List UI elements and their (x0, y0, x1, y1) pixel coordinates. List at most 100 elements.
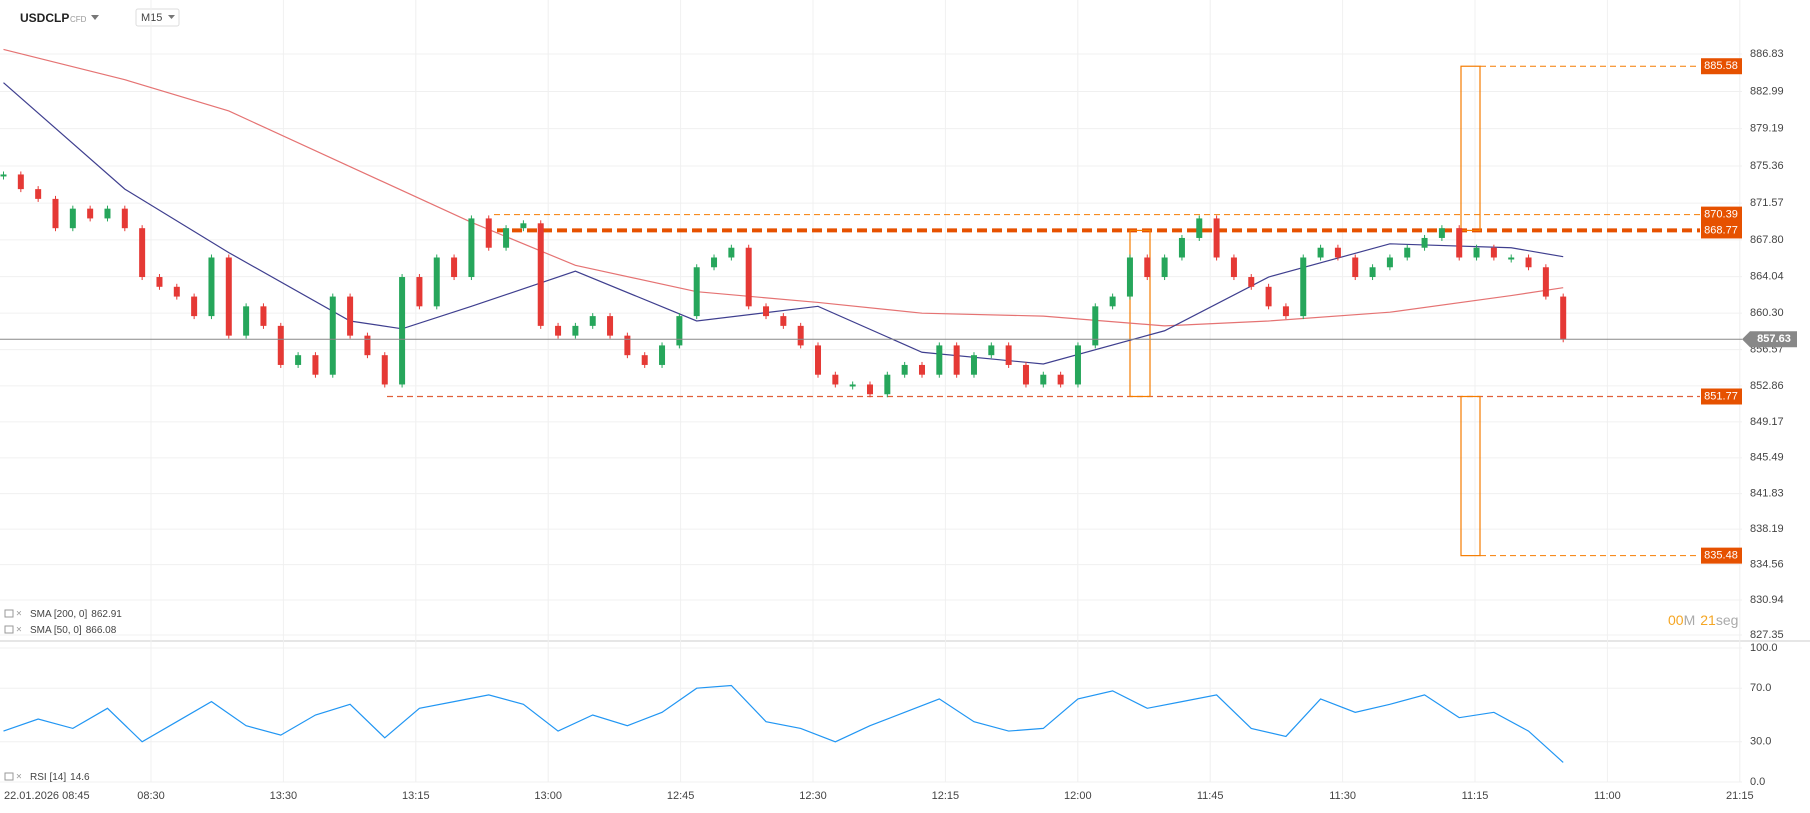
candle (1126, 257, 1133, 297)
candle (1473, 247, 1480, 258)
y-tick-label: 864.04 (1750, 271, 1784, 283)
level-label: 870.39 (1704, 209, 1738, 221)
legend-value: 14.6 (70, 772, 90, 783)
level-label-bg (1701, 547, 1742, 564)
candle (312, 355, 319, 375)
countdown-s_unit: seg (1716, 612, 1739, 628)
candle (1092, 306, 1099, 346)
candle (1421, 237, 1428, 248)
candle (1386, 257, 1393, 268)
x-label: 12:45 (667, 790, 695, 802)
last-price-label-bg (1742, 331, 1797, 348)
countdown-minutes: 00 (1668, 612, 1684, 628)
candle (1213, 218, 1220, 258)
candle (295, 355, 302, 365)
x-label: 13:15 (402, 790, 430, 802)
y-tick-label: 852.86 (1750, 380, 1784, 392)
candle (780, 316, 787, 326)
timeframe-dropdown[interactable] (168, 15, 175, 19)
y-tick-label: 860.30 (1750, 307, 1784, 319)
y-tick-label: 841.83 (1750, 488, 1784, 500)
candle (277, 325, 284, 365)
level-label: 885.58 (1704, 60, 1738, 72)
y-tick-label: 871.57 (1750, 197, 1784, 209)
candle (970, 355, 977, 375)
legend-close: × (16, 625, 22, 636)
candle (485, 218, 492, 248)
candle (69, 208, 76, 229)
y-tick-label: 70.0 (1750, 682, 1771, 694)
candle (1456, 228, 1463, 258)
legend-icon (4, 625, 14, 634)
x-label: 08:30 (137, 790, 165, 802)
x-label: 21:15 (1726, 790, 1754, 802)
candle (1525, 257, 1532, 268)
candle (711, 257, 718, 268)
candle (260, 306, 267, 326)
candle (815, 345, 822, 375)
legend-name: SMA [200, 0] (30, 609, 87, 620)
x-label: 12:15 (932, 790, 960, 802)
candle (659, 345, 666, 365)
x-label: 11:00 (1594, 790, 1621, 802)
candle (745, 247, 752, 307)
candle (832, 374, 839, 385)
candle (1265, 286, 1272, 307)
timeframe-button[interactable] (135, 8, 180, 27)
y-tick-label: 879.19 (1750, 123, 1784, 135)
y-tick-label: 827.35 (1750, 629, 1784, 641)
candle (381, 355, 388, 385)
y-tick-label: 830.94 (1750, 594, 1784, 606)
candle (364, 335, 371, 356)
x-label: 12:30 (799, 790, 827, 802)
candle (520, 223, 527, 229)
candle (1404, 247, 1411, 258)
y-tick-label: 849.17 (1750, 416, 1784, 428)
candle (589, 316, 596, 326)
legend-entry: SMA [50, 0] 866.08 (30, 625, 117, 636)
y-tick-label: 886.83 (1750, 48, 1784, 60)
candle (537, 223, 544, 326)
candle (104, 208, 111, 219)
x-label: 12:00 (1064, 790, 1092, 802)
sma-line (3, 48, 1564, 327)
x-label: 11:30 (1329, 790, 1356, 802)
candle (988, 345, 995, 356)
symbol: USDCLP (20, 11, 69, 25)
y-tick-label: 875.36 (1750, 160, 1784, 172)
range-box (1460, 65, 1481, 232)
level-label-bg (1701, 206, 1742, 223)
candle (329, 296, 336, 375)
candle (173, 286, 180, 297)
candle (572, 325, 579, 336)
candle (1282, 306, 1289, 317)
candle (624, 335, 631, 356)
candle (1178, 237, 1185, 258)
symbol-dropdown[interactable] (91, 15, 99, 20)
candle (0, 174, 7, 177)
candle (1040, 374, 1047, 385)
candle (1196, 218, 1203, 238)
candle (87, 208, 94, 219)
candle (503, 228, 510, 248)
candle (416, 277, 423, 307)
candle (763, 306, 770, 317)
candle (901, 364, 908, 375)
countdown-seconds: 21 (1700, 612, 1716, 628)
candle (797, 325, 804, 346)
x-label: 22.01.2026 08:45 (4, 790, 90, 802)
legend-value: 862.91 (91, 609, 122, 620)
candle (884, 374, 891, 395)
y-tick-label: 867.80 (1750, 234, 1784, 246)
candle (728, 247, 735, 258)
candle (1074, 345, 1081, 385)
candle (139, 228, 146, 278)
x-label: 11:45 (1197, 790, 1224, 802)
y-tick-label: 845.49 (1750, 452, 1784, 464)
range-box (1129, 229, 1151, 398)
candle (918, 364, 925, 375)
candle (17, 174, 24, 190)
candle (451, 257, 458, 278)
